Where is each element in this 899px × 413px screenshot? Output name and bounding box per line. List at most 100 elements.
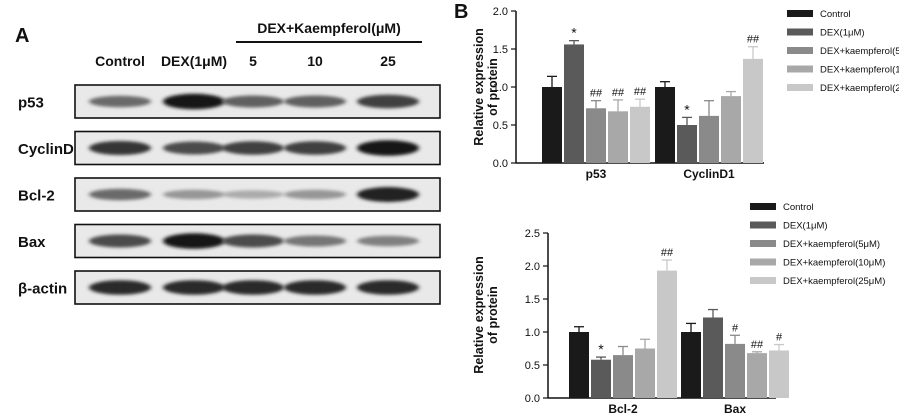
lane-label-dex: DEX(1μM) <box>161 53 227 69</box>
bar-cyclind1-dex-1-m <box>677 125 697 163</box>
y-tick-label: 0.0 <box>493 158 508 170</box>
bar-p53-dex-1-m <box>564 44 584 163</box>
bar-cyclind1-dex-kaempferol-25-m <box>743 58 763 163</box>
bar-cyclind1-dex-kaempferol-5-m <box>699 115 719 163</box>
legend-swatch <box>750 221 776 229</box>
legend-swatch <box>750 240 776 247</box>
bar-bcl-2-control <box>569 332 589 398</box>
bar-bcl-2-dex-1-m <box>591 359 611 398</box>
y-axis-label: Relative expressionof protein <box>472 28 500 145</box>
legend-label-dex-kaempferol-5-m: DEX+kaempferol(5μM) <box>820 46 899 57</box>
legend-label-dex-kaempferol-5-m: DEX+kaempferol(5μM) <box>783 239 880 250</box>
blot-band <box>163 189 225 200</box>
legend-swatch <box>750 258 776 266</box>
bar-charts-panel: B 0.0 0.5 1.0 1.5 2.0 Relative expressionof p… <box>454 1 899 413</box>
legend-label-dex-1-m: DEX(1μM) <box>820 28 865 39</box>
blot-band <box>357 187 419 202</box>
blot-band <box>284 189 346 200</box>
blot-band <box>357 235 419 247</box>
legend-label-dex-kaempferol-25-m: DEX+kaempferol(25μM) <box>820 83 899 94</box>
lane-label-control: Control <box>95 53 145 69</box>
bar-cyclind1-control <box>655 87 675 163</box>
legend-swatch <box>787 65 813 73</box>
blot-band <box>357 94 419 109</box>
blot-band <box>284 280 346 295</box>
significance-mark: ## <box>590 88 603 100</box>
legend-swatch <box>787 28 813 36</box>
blot-label-bcl-2: Bcl-2 <box>18 188 55 205</box>
blot-row-bcl-2: Bcl-2 <box>18 177 441 212</box>
y-tick-label: 2.0 <box>493 6 508 18</box>
significance-mark: ## <box>747 34 760 46</box>
category-label-bax: Bax <box>724 402 746 413</box>
lane-label-5: 5 <box>249 53 257 69</box>
blot-row-cyclind1: CyclinD1 <box>18 130 441 166</box>
significance-mark: # <box>776 332 783 344</box>
blot-band <box>357 280 419 295</box>
legend-swatch <box>750 203 776 210</box>
blot-band <box>284 95 346 108</box>
bar-bax-control <box>681 332 701 398</box>
blot-band <box>284 235 346 247</box>
bar-bax-dex-kaempferol-5-m <box>725 343 745 398</box>
chart-bcl2-bax: 0.0 0.5 1.0 1.5 2.0 2.5 Relative expressionof … <box>472 202 885 413</box>
legend-swatch <box>750 277 776 284</box>
bar-p53-dex-kaempferol-10-m <box>608 111 628 163</box>
legend-label-dex-kaempferol-25-m: DEX+kaempferol(25μM) <box>783 276 885 287</box>
blot-band <box>222 141 284 155</box>
blot-band <box>222 95 284 108</box>
y-axis-label: Relative expressionof protein <box>472 256 500 373</box>
bar-bax-dex-1-m <box>703 317 723 398</box>
bar-p53-dex-kaempferol-5-m <box>586 108 606 163</box>
significance-mark: ## <box>661 247 674 259</box>
bar-bcl-2-dex-kaempferol-10-m <box>635 348 655 398</box>
blot-band <box>222 190 284 199</box>
y-tick-label: 0.0 <box>525 393 540 405</box>
category-label-p53: p53 <box>586 167 607 181</box>
blot-row-bax: Bax <box>18 223 441 259</box>
bar-bcl-2-dex-kaempferol-25-m <box>657 270 677 398</box>
legend-label-dex-kaempferol-10-m: DEX+kaempferol(10μM) <box>820 65 899 76</box>
blot-band <box>222 234 284 248</box>
blot-label-bax: Bax <box>18 234 46 251</box>
legend-label-dex-kaempferol-10-m: DEX+kaempferol(10μM) <box>783 258 885 269</box>
bar-bcl-2-dex-kaempferol-5-m <box>613 355 633 398</box>
y-tick-label: 1.0 <box>493 82 508 94</box>
blot-band <box>163 233 225 249</box>
legend-label-control: Control <box>783 202 814 213</box>
blot-label-cyclind1: CyclinD1 <box>18 141 82 158</box>
blot-band <box>222 280 284 295</box>
significance-mark: ## <box>634 86 647 98</box>
significance-mark: * <box>598 341 604 357</box>
blot-row-p53: p53 <box>18 84 441 119</box>
legend-label-dex-1-m: DEX(1μM) <box>783 221 828 232</box>
blot-label-actin: β-actin <box>18 281 67 298</box>
bar-p53-dex-kaempferol-25-m <box>630 106 650 163</box>
bar-bax-dex-kaempferol-25-m <box>769 350 789 398</box>
bar-p53-control <box>542 87 562 163</box>
y-tick-label: 1.5 <box>493 44 508 56</box>
blot-band <box>89 280 151 295</box>
blot-band <box>163 141 225 155</box>
y-tick-label: 0.5 <box>525 360 540 372</box>
chart-p53-cyclind1: 0.0 0.5 1.0 1.5 2.0 Relative expressionof pro… <box>472 6 899 181</box>
legend-swatch <box>787 10 813 17</box>
significance-mark: * <box>571 25 577 41</box>
bar-cyclind1-dex-kaempferol-10-m <box>721 96 741 163</box>
significance-mark: # <box>732 322 739 334</box>
significance-mark: ## <box>612 87 625 99</box>
y-tick-label: 2.0 <box>525 261 540 273</box>
y-tick-label: 1.0 <box>525 327 540 339</box>
blot-row-actin: β-actin <box>18 270 441 305</box>
legend-swatch <box>787 47 813 54</box>
lane-label-25: 25 <box>380 53 396 69</box>
blot-band <box>89 95 151 108</box>
legend-swatch <box>787 84 813 91</box>
bar-bax-dex-kaempferol-10-m <box>747 353 767 398</box>
blot-band <box>89 234 151 248</box>
blot-band <box>89 141 151 155</box>
western-blot-panel: A DEX+Kaempferol(μM) Control DEX(1μM) 5 … <box>15 20 441 305</box>
lane-label-10: 10 <box>307 53 323 69</box>
blot-band <box>357 140 419 156</box>
panel-b-label: B <box>454 1 468 23</box>
